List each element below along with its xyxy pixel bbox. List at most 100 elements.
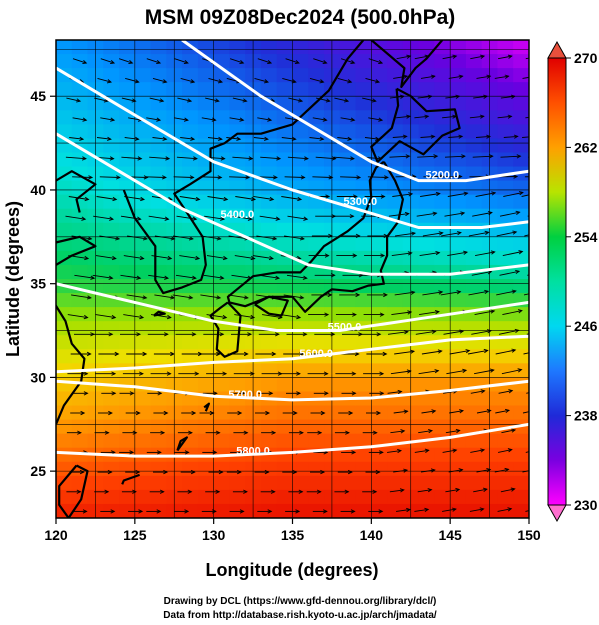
wind-vector: [421, 410, 436, 414]
temperature-cell: [418, 194, 435, 210]
temperature-cell: [71, 222, 89, 238]
temperature-cell: [87, 475, 104, 491]
wind-arrowhead: [406, 54, 412, 59]
temperature-cell: [371, 110, 388, 125]
temperature-cell: [260, 194, 278, 210]
wind-vector: [500, 155, 521, 158]
temperature-cell: [260, 152, 278, 168]
wind-vector: [281, 196, 302, 200]
temperature-cell: [450, 321, 467, 336]
wind-vector: [444, 212, 465, 217]
wind-arrowhead: [352, 194, 358, 199]
temperature-cell: [292, 208, 309, 224]
wind-arrowhead: [103, 98, 109, 103]
wind-vector: [254, 77, 269, 83]
wind-arrowhead: [245, 175, 251, 180]
wind-arrowhead: [222, 314, 228, 320]
wind-arrowhead: [432, 211, 438, 216]
wind-arrowhead: [480, 54, 486, 59]
temperature-cell: [434, 250, 451, 266]
temperature-cell: [292, 138, 309, 154]
wind-vector: [469, 115, 484, 119]
wind-vector: [495, 349, 516, 355]
temperature-cell: [465, 433, 483, 449]
temperature-cell: [465, 321, 483, 336]
x-axis-ticks: 120 125 130 135 140 145 150: [44, 518, 541, 543]
wind-arrowhead: [455, 487, 461, 493]
temperature-cell: [276, 166, 294, 182]
temperature-cell: [465, 82, 483, 97]
temperature-cell: [450, 335, 467, 350]
wind-arrowhead: [410, 290, 416, 295]
wind-arrowhead: [188, 430, 193, 435]
temperature-cell: [229, 236, 246, 252]
temperature-cell: [213, 503, 231, 518]
temperature-cell: [197, 489, 215, 505]
wind-vector: [368, 58, 383, 64]
temperature-cell: [150, 110, 167, 125]
temperature-cell: [103, 236, 120, 252]
temperature-cell: [87, 194, 104, 210]
temperature-cell: [434, 152, 451, 168]
temperature-cell: [87, 391, 104, 407]
height-contour: [56, 379, 529, 402]
temperature-cell: [276, 54, 294, 69]
wind-vector: [528, 491, 529, 493]
wind-vector: [280, 314, 301, 319]
wind-vector: [232, 156, 253, 160]
temperature-cell: [481, 250, 499, 266]
temperature-cell: [150, 349, 167, 364]
temperature-cell: [229, 194, 246, 210]
wind-arrowhead: [455, 94, 461, 99]
wind-arrowhead: [115, 236, 121, 241]
temperature-cell: [229, 96, 246, 111]
wind-arrowhead: [348, 410, 354, 416]
wind-vector: [72, 58, 87, 64]
temperature-cell: [418, 236, 435, 252]
wind-vector: [151, 314, 171, 319]
temperature-cell: [497, 250, 514, 266]
temperature-cell: [119, 391, 136, 407]
wind-arrowhead: [268, 255, 274, 261]
temperature-cell: [513, 96, 529, 111]
temperature-cell: [150, 250, 167, 266]
wind-vector: [495, 409, 510, 414]
wind-vector: [172, 294, 193, 299]
wind-vector: [151, 255, 172, 260]
temperature-cell: [324, 433, 341, 449]
wind-arrowhead: [76, 489, 82, 494]
wind-vector: [177, 97, 192, 102]
temperature-cell: [134, 433, 152, 449]
wind-arrowhead: [250, 314, 256, 320]
temperature-cell: [308, 419, 325, 435]
temperature-cell: [387, 250, 404, 266]
wind-arrowhead: [109, 216, 115, 221]
wind-arrowhead: [212, 450, 218, 455]
temperature-cell: [387, 194, 404, 210]
temperature-cell: [339, 489, 357, 505]
wind-arrowhead: [427, 488, 433, 493]
temperature-cell: [513, 391, 529, 407]
wind-arrowhead: [539, 429, 543, 432]
temperature-cell: [434, 194, 451, 210]
wind-arrowhead: [84, 196, 90, 202]
temperature-cell: [324, 110, 341, 125]
wind-arrowhead: [458, 468, 464, 473]
temperature-cell: [260, 447, 278, 463]
temperature-cell: [355, 138, 372, 154]
wind-vector: [65, 215, 86, 220]
wind-vector: [442, 508, 456, 512]
wind-arrowhead: [184, 509, 190, 514]
wind-vector: [393, 469, 408, 473]
wind-arrowhead: [490, 309, 496, 314]
wind-vector: [388, 213, 409, 217]
temperature-cell: [292, 124, 309, 140]
wind-arrowhead: [220, 216, 226, 221]
temperature-cell: [513, 377, 529, 393]
wind-vector: [256, 235, 277, 240]
wind-arrowhead: [271, 295, 277, 300]
wind-vector: [364, 137, 379, 140]
temperature-cell: [182, 250, 199, 266]
wind-arrowhead: [239, 117, 245, 122]
wind-vector: [529, 430, 543, 433]
